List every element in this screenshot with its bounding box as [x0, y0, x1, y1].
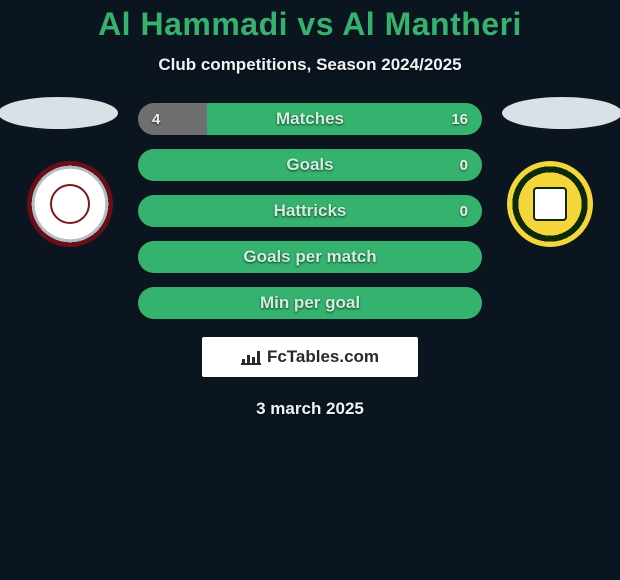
stat-left-value: 4 [152, 103, 160, 135]
subtitle: Club competitions, Season 2024/2025 [0, 55, 620, 75]
stat-bar-left [138, 103, 207, 135]
stat-bar-right [138, 241, 482, 273]
brand-text: FcTables.com [267, 347, 379, 367]
stat-right-value: 0 [460, 149, 468, 181]
stat-row: Goals per match [138, 241, 482, 273]
stat-bar-right [207, 103, 482, 135]
stat-row: Goals0 [138, 149, 482, 181]
date-text: 3 march 2025 [0, 399, 620, 419]
brand-chart-icon [241, 349, 261, 365]
stat-bar-right [138, 287, 482, 319]
infographic-root: Al Hammadi vs Al Mantheri Club competiti… [0, 0, 620, 419]
stat-bar-right [138, 195, 482, 227]
stat-row: Matches416 [138, 103, 482, 135]
stat-right-value: 0 [460, 195, 468, 227]
brand-box: FcTables.com [202, 337, 418, 377]
stat-bar-right [138, 149, 482, 181]
comparison-area: Matches416Goals0Hattricks0Goals per matc… [0, 103, 620, 419]
left-crest-inner-icon [50, 184, 90, 224]
page-title: Al Hammadi vs Al Mantheri [0, 6, 620, 43]
left-club-crest [27, 161, 113, 247]
comparison-bars: Matches416Goals0Hattricks0Goals per matc… [138, 103, 482, 319]
right-club-crest [507, 161, 593, 247]
stat-row: Hattricks0 [138, 195, 482, 227]
stat-row: Min per goal [138, 287, 482, 319]
left-photo-ellipse [0, 97, 118, 129]
right-photo-ellipse [502, 97, 620, 129]
right-crest-inner-icon [533, 187, 567, 221]
stat-right-value: 16 [451, 103, 468, 135]
